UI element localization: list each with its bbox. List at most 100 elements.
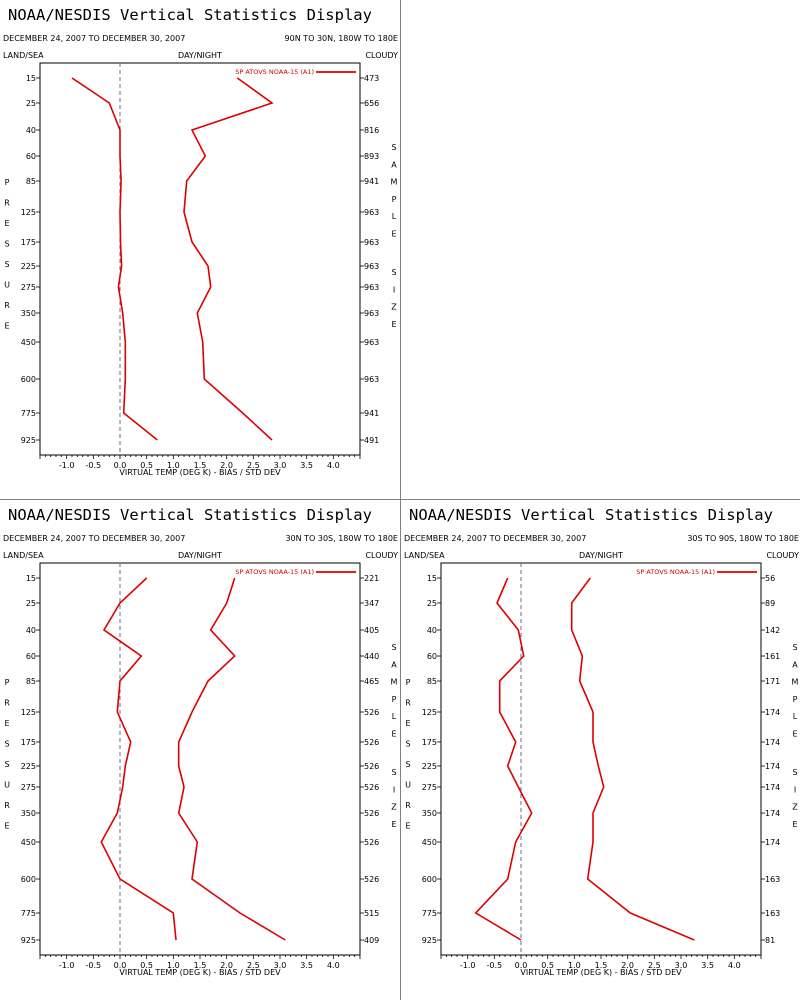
pressure-axis-letter: E [4,219,9,228]
x-tick-label: 4.0 [327,961,340,970]
sample-axis-letter: A [391,660,397,669]
sample-size-label: 174 [765,838,780,847]
x-tick-label: 0.5 [541,961,554,970]
date-range: DECEMBER 24, 2007 TO DECEMBER 30, 2007 [404,534,586,543]
pressure-level-label: 40 [26,626,36,635]
pressure-axis-letter: R [4,801,10,810]
pressure-axis-letter: P [5,678,10,687]
sample-size-label: 405 [364,626,379,635]
pressure-level-label: 125 [422,708,437,717]
std-dev-series-line [177,577,286,941]
pressure-axis-letter: U [405,781,411,790]
sample-axis-letter: M [391,678,398,687]
x-tick-label: 3.0 [274,961,287,970]
x-tick-label: 1.0 [167,461,180,470]
size-axis-letter: S [391,268,396,277]
pressure-level-label: 40 [26,126,36,135]
legend-label: SP ATOVS NOAA-15 (A1) [235,68,314,76]
region-label: 30S TO 90S, 180W TO 180E [687,534,799,543]
sample-size-label: 56 [765,574,775,583]
pressure-level-label: 125 [21,708,36,717]
sample-axis-letter: L [793,712,798,721]
std-dev-series-line [570,577,695,941]
sample-size-label: 347 [364,599,379,608]
std-dev-series-line [183,77,274,441]
x-tick-label: 3.5 [701,961,714,970]
sample-axis-letter: A [391,160,397,169]
pressure-level-label: 925 [21,436,36,445]
chart-svg: NOAA/NESDIS Vertical Statistics Display D… [3,6,398,477]
sample-size-label: 526 [364,838,379,847]
vertical-divider-bottom [400,500,401,1000]
day-night-label: DAY/NIGHT [579,551,623,560]
sample-axis-letter: L [392,212,397,221]
size-axis-letter: Z [792,803,798,812]
sample-size-label: 963 [364,309,379,318]
pressure-level-label: 350 [422,809,437,818]
chart-title: NOAA/NESDIS Vertical Statistics Display [8,506,372,524]
x-tick-label: 2.5 [247,461,260,470]
pressure-axis-letter: R [405,801,411,810]
pressure-level-label: 225 [422,762,437,771]
pressure-axis-letter: U [4,781,10,790]
x-tick-label: 3.0 [274,461,287,470]
size-axis-letter: I [393,285,395,294]
pressure-level-label: 450 [21,838,36,847]
x-tick-label: 2.0 [220,461,233,470]
sample-size-label: 526 [364,809,379,818]
sample-size-label: 174 [765,809,780,818]
bias-series-line [474,577,533,941]
size-axis-letter: I [393,785,395,794]
x-tick-label: -0.5 [86,461,102,470]
x-axis-label: VIRTUAL TEMP (DEG K) - BIAS / STD DEV [119,468,281,477]
x-tick-label: 0.5 [140,961,153,970]
x-tick-label: 2.0 [220,961,233,970]
chart-title: NOAA/NESDIS Vertical Statistics Display [409,506,773,524]
size-axis-letter: E [391,820,396,829]
pressure-axis-letter: S [4,760,9,769]
sample-axis-letter: M [792,678,799,687]
sample-size-label: 526 [364,738,379,747]
pressure-level-label: 225 [21,762,36,771]
sample-size-label: 963 [364,338,379,347]
empty-panel [401,0,800,499]
cloudy-label: CLOUDY [365,51,398,60]
pressure-level-label: 25 [26,99,36,108]
sample-axis-letter: E [792,730,797,739]
size-axis-letter: S [792,768,797,777]
sample-size-label: 941 [364,409,379,418]
plot-frame [39,62,361,456]
land-sea-label: LAND/SEA [3,51,44,60]
sample-axis-letter: L [392,712,397,721]
sample-axis-letter: S [792,643,797,652]
date-range: DECEMBER 24, 2007 TO DECEMBER 30, 2007 [3,534,185,543]
pressure-level-label: 925 [422,936,437,945]
pressure-level-label: 15 [427,574,437,583]
chart-panel-north: NOAA/NESDIS Vertical Statistics Display D… [0,0,400,500]
size-axis-letter: E [792,820,797,829]
x-axis-label: VIRTUAL TEMP (DEG K) - BIAS / STD DEV [520,968,682,977]
sample-size-label: 526 [364,875,379,884]
x-tick-label: 1.0 [167,961,180,970]
sample-axis-letter: S [391,643,396,652]
size-axis-letter: Z [391,803,397,812]
plot-frame [440,562,762,956]
sample-size-label: 526 [364,762,379,771]
pressure-axis-letter: E [405,822,410,831]
sample-size-label: 221 [364,574,379,583]
date-range: DECEMBER 24, 2007 TO DECEMBER 30, 2007 [3,34,185,43]
pressure-axis-letter: S [4,740,9,749]
sample-size-label: 963 [364,375,379,384]
x-tick-label: 4.0 [327,461,340,470]
x-tick-label: 1.5 [194,961,207,970]
pressure-axis-letter: E [4,719,9,728]
x-tick-label: 0.0 [114,461,127,470]
pressure-level-label: 275 [21,783,36,792]
pressure-level-label: 450 [422,838,437,847]
chart-title: NOAA/NESDIS Vertical Statistics Display [8,6,372,24]
size-axis-letter: Z [391,303,397,312]
sample-axis-letter: E [391,230,396,239]
pressure-axis-letter: E [405,719,410,728]
pressure-level-label: 175 [21,738,36,747]
bias-series-line [71,77,158,441]
